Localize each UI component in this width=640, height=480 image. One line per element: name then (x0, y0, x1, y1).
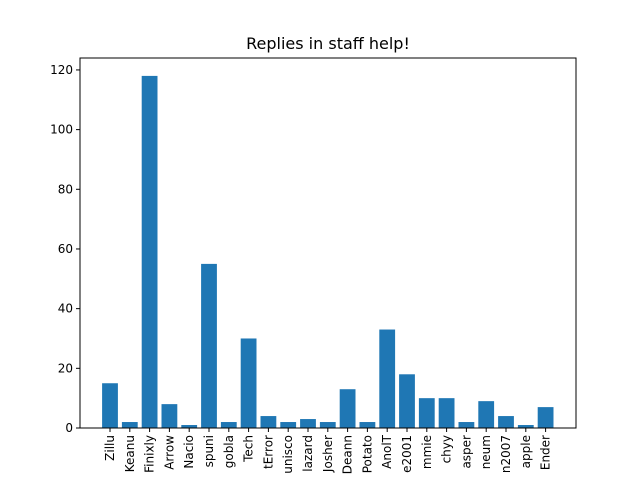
bar-lazard (300, 419, 316, 428)
x-tick-label: Josher (321, 435, 335, 473)
x-tick-label: gobla (222, 435, 236, 468)
x-tick-label: Tech (242, 435, 256, 463)
bar-tError (260, 416, 277, 428)
x-tick-label: n2007 (499, 435, 513, 473)
bar-chyy (438, 398, 455, 428)
bar-Potato (359, 422, 376, 428)
bar-Keanu (121, 422, 138, 428)
x-tick-label: AnolT (380, 434, 394, 468)
y-tick-label: 20 (58, 361, 73, 375)
bar-asper (458, 422, 475, 428)
x-tick-label: Keanu (123, 435, 137, 472)
y-tick-label: 120 (50, 63, 73, 77)
x-tick-label: neum (479, 435, 493, 469)
x-tick-label: Arrow (162, 435, 176, 470)
bar-Nacio (181, 425, 198, 428)
x-axis: Zillu Keanu Finixly Arrow Nacio spuni gobla Tec… (103, 428, 553, 474)
bar-unisco (280, 422, 297, 428)
x-tick-label: tError (261, 435, 275, 469)
bar-Josher (319, 422, 336, 428)
x-tick-label: asper (459, 435, 473, 469)
bar-Zillu (102, 383, 118, 428)
bar-n2007 (498, 416, 514, 428)
y-tick-label: 60 (58, 242, 73, 256)
x-tick-label: Ender (539, 435, 553, 470)
bar-e2001 (399, 374, 415, 428)
bar-Deann (339, 389, 356, 428)
bars-group (102, 75, 554, 429)
bar-gobla (220, 422, 237, 428)
x-tick-label: spuni (202, 435, 216, 467)
bar-neum (478, 401, 495, 428)
x-tick-label: lazard (301, 435, 315, 472)
x-tick-label: Deann (341, 435, 355, 474)
x-tick-label: Finixly (143, 435, 157, 473)
bar-Ender (537, 407, 554, 428)
bar-Arrow (161, 404, 178, 428)
x-tick-label: Zillu (103, 435, 117, 461)
y-tick-label: 80 (58, 182, 73, 196)
x-tick-label: Potato (360, 435, 374, 473)
x-tick-label: apple (519, 435, 533, 468)
bar-mmie (418, 398, 435, 428)
x-tick-label: e2001 (400, 435, 414, 473)
x-tick-label: Nacio (182, 435, 196, 469)
y-tick-label: 0 (65, 421, 73, 435)
bar-Finixly (141, 75, 158, 429)
plot-frame (79, 57, 577, 429)
bar-apple (517, 425, 534, 428)
x-tick-label: mmie (420, 435, 434, 469)
y-tick-label: 40 (58, 302, 73, 316)
bar-Tech (240, 338, 257, 428)
x-tick-label: unisco (281, 435, 295, 474)
y-tick-label: 100 (50, 123, 73, 137)
x-tick-label: chyy (440, 435, 454, 463)
y-axis: 0 20 40 60 80 100 120 (50, 63, 80, 435)
chart-title: Replies in staff help! (246, 34, 410, 53)
bar-spuni (201, 263, 217, 428)
bar-AnolT (379, 329, 396, 428)
